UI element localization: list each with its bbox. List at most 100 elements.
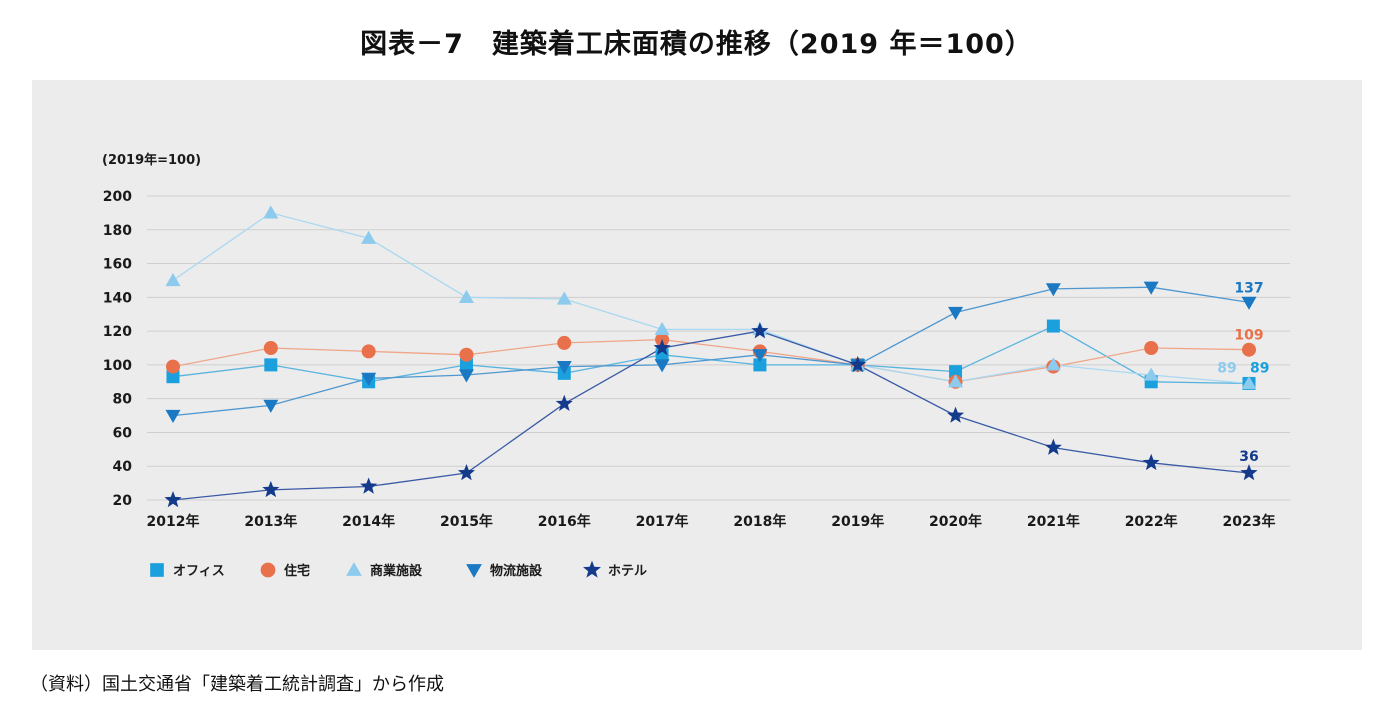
series-line-4 <box>172 330 1250 501</box>
x-axis-ticks: 2012年 2013年 2014年 2015年 2016年 2017年 2018年 2019年… <box>147 513 1276 530</box>
y-tick-label: 200 <box>103 189 132 205</box>
series-lines <box>172 212 1250 501</box>
data-point-3-5 <box>654 359 670 373</box>
data-point-4-6 <box>751 322 769 339</box>
data-labels: 137 109 89 89 36 <box>1217 280 1269 465</box>
x-tick-label: 2014年 <box>342 513 395 530</box>
legend-label-0: オフィス <box>173 564 225 579</box>
chart-title: 図表－7 建築着工床面積の推移（2019 年＝100） <box>360 29 1033 60</box>
data-point-1-2 <box>361 344 376 359</box>
data-point-1-3 <box>459 347 474 362</box>
y-tick-label: 40 <box>113 459 133 475</box>
series-line-3 <box>172 286 1250 417</box>
data-label-4: 36 <box>1239 449 1258 465</box>
data-point-2-11 <box>1241 375 1257 390</box>
x-tick-label: 2017年 <box>636 513 689 530</box>
data-point-2-8 <box>948 374 964 388</box>
data-point-1-0 <box>166 359 180 374</box>
data-point-3-9 <box>1045 283 1061 297</box>
legend-marker-2 <box>346 562 362 576</box>
legend-marker-3 <box>466 564 482 578</box>
legend-label-1: 住宅 <box>284 563 310 579</box>
chart-panel: (2019年=100) 20 40 60 80 100 120 140 160 180 200 2… <box>32 80 1362 650</box>
x-tick-label: 2023年 <box>1223 513 1276 530</box>
x-tick-label: 2021年 <box>1027 513 1080 530</box>
data-point-4-3 <box>457 464 475 481</box>
data-point-3-11 <box>1241 296 1257 310</box>
x-tick-label: 2020年 <box>929 513 982 530</box>
legend-marker-1 <box>260 562 276 578</box>
y-unit-label: (2019年=100) <box>102 152 201 168</box>
line-chart: (2019年=100) 20 40 60 80 100 120 140 160 180 200 2… <box>102 152 1290 579</box>
data-point-4-7 <box>849 355 867 373</box>
data-point-4-0 <box>164 491 182 508</box>
y-tick-label: 100 <box>103 358 132 374</box>
data-point-2-4 <box>556 291 572 305</box>
data-point-3-0 <box>165 409 181 424</box>
series-line-2 <box>172 212 1250 385</box>
data-point-4-2 <box>360 477 378 494</box>
grid-lines <box>147 195 1290 501</box>
legend: オフィス 住宅 商業施設 物流施設 ホテル <box>150 560 647 579</box>
legend-label-3: 物流施設 <box>490 563 543 579</box>
data-label-3: 89 <box>1250 360 1269 376</box>
data-point-0-6 <box>753 358 767 372</box>
x-tick-label: 2012年 <box>147 513 200 530</box>
data-point-3-4 <box>556 360 572 375</box>
x-tick-label: 2019年 <box>831 513 884 530</box>
data-point-1-10 <box>1144 341 1159 355</box>
y-tick-label: 120 <box>103 324 132 340</box>
x-tick-label: 2022年 <box>1125 513 1178 530</box>
data-point-4-9 <box>1044 438 1062 455</box>
data-label-0: 137 <box>1234 280 1263 296</box>
data-point-0-9 <box>1046 319 1060 333</box>
data-point-2-10 <box>1143 367 1159 381</box>
x-tick-label: 2018年 <box>733 513 786 530</box>
data-point-3-8 <box>948 306 964 321</box>
legend-marker-0 <box>150 563 164 577</box>
y-tick-label: 20 <box>113 493 133 509</box>
series-markers <box>164 205 1258 508</box>
data-point-2-2 <box>361 230 377 244</box>
y-tick-label: 140 <box>103 290 132 306</box>
data-point-0-8 <box>949 365 963 379</box>
legend-label-4: ホテル <box>608 564 647 579</box>
data-point-4-1 <box>262 480 280 498</box>
data-point-0-3 <box>459 358 473 372</box>
data-point-2-5 <box>654 321 670 336</box>
data-point-2-3 <box>458 289 474 303</box>
y-tick-label: 160 <box>103 257 132 273</box>
data-label-2: 89 <box>1217 360 1236 376</box>
data-point-3-1 <box>263 399 279 413</box>
y-tick-label: 60 <box>113 425 133 441</box>
x-tick-label: 2016年 <box>538 513 591 530</box>
data-point-2-1 <box>263 205 279 219</box>
legend-label-2: 商業施設 <box>370 563 423 579</box>
source-note: （資料）国土交通省「建築着工統計調査」から作成 <box>30 674 444 695</box>
data-point-4-11 <box>1240 464 1258 481</box>
data-point-2-9 <box>1045 357 1061 371</box>
data-point-4-8 <box>947 406 965 423</box>
data-point-0-0 <box>166 370 180 384</box>
data-point-4-10 <box>1142 453 1160 471</box>
data-point-3-10 <box>1143 281 1159 295</box>
data-point-4-5 <box>653 339 671 356</box>
y-axis-ticks: 20 40 60 80 100 120 140 160 180 200 <box>103 189 132 509</box>
legend-marker-4 <box>583 560 601 578</box>
x-tick-label: 2015年 <box>440 513 493 530</box>
data-point-2-0 <box>165 272 181 287</box>
y-tick-label: 80 <box>113 392 133 408</box>
data-point-1-1 <box>263 341 278 355</box>
data-point-3-6 <box>752 349 768 363</box>
data-point-3-2 <box>361 372 377 386</box>
data-label-1: 109 <box>1234 328 1263 344</box>
data-point-0-1 <box>264 358 278 372</box>
data-point-4-4 <box>555 394 573 411</box>
data-point-1-11 <box>1242 342 1256 357</box>
y-tick-label: 180 <box>103 223 132 239</box>
series-line-0 <box>172 325 1250 385</box>
data-point-3-3 <box>458 369 474 383</box>
data-point-1-4 <box>557 335 572 350</box>
series-line-1 <box>172 338 1250 383</box>
x-tick-label: 2013年 <box>244 513 297 530</box>
